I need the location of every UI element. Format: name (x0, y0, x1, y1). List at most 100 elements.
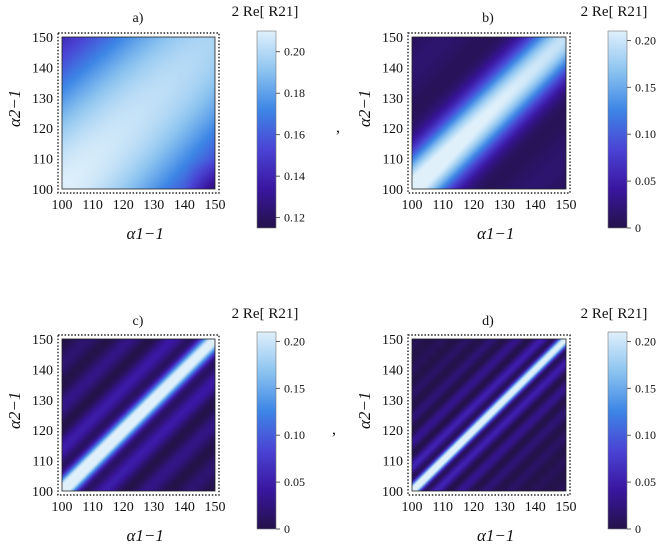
colorbar-tick-label: 0.05 (284, 475, 305, 489)
y-tick-label: 120 (32, 424, 53, 439)
plot-border (411, 36, 567, 190)
x-tick-label: 140 (525, 198, 546, 213)
colorbar-tick-label: 0.20 (635, 33, 656, 47)
panel-label: a) (133, 11, 144, 26)
y-tick-label: 140 (382, 61, 403, 76)
y-tick-label: 140 (32, 363, 53, 378)
colorbar (256, 30, 277, 229)
y-axis-label: α2−1 (5, 392, 24, 429)
separator-comma-top: , (336, 119, 340, 136)
plot-border (61, 36, 216, 190)
x-tick-label: 120 (463, 198, 484, 213)
plot-frame (57, 334, 220, 496)
colorbar-tick-label: 0.10 (284, 428, 305, 442)
x-tick-label: 140 (174, 500, 195, 515)
plot-border (61, 338, 216, 492)
x-tick-label: 140 (174, 198, 195, 213)
x-tick-label: 110 (82, 500, 102, 515)
x-axis-label: α1−1 (477, 526, 514, 545)
y-tick-label: 100 (32, 183, 53, 198)
colorbar-tick-label: 0.20 (284, 334, 305, 348)
y-tick-label: 150 (32, 333, 53, 348)
colorbar-title: 2 Re[ R21] (581, 306, 648, 322)
y-tick-label: 120 (382, 424, 403, 439)
x-tick-label: 130 (143, 500, 164, 515)
y-tick-label: 120 (382, 122, 403, 137)
heatmap-image (412, 37, 566, 189)
x-tick-label: 110 (433, 198, 453, 213)
y-axis-label: α2−1 (355, 90, 374, 127)
x-tick-label: 110 (433, 500, 453, 515)
x-tick-label: 150 (556, 198, 577, 213)
x-tick-label: 130 (143, 198, 164, 213)
colorbar-title: 2 Re[ R21] (232, 4, 299, 20)
plot-frame (57, 32, 220, 194)
x-tick-label: 150 (205, 500, 226, 515)
x-axis-label: α1−1 (127, 526, 164, 545)
x-tick-label: 100 (52, 500, 73, 515)
y-tick-label: 100 (382, 485, 403, 500)
plot-frame (407, 334, 571, 496)
colorbar-title: 2 Re[ R21] (232, 306, 299, 322)
panel-label: d) (482, 314, 494, 329)
y-tick-label: 110 (383, 455, 403, 470)
y-tick-label: 140 (32, 61, 53, 76)
y-tick-label: 110 (33, 455, 53, 470)
plot-border (411, 338, 567, 492)
colorbar (607, 30, 628, 229)
plot-frame (407, 32, 571, 194)
colorbar-tick-label: 0.15 (284, 381, 305, 395)
x-tick-label: 140 (525, 500, 546, 515)
y-tick-label: 130 (382, 394, 403, 409)
colorbar-tick-label: 0.10 (635, 428, 656, 442)
x-tick-label: 110 (82, 198, 102, 213)
x-tick-label: 120 (463, 500, 484, 515)
y-tick-label: 100 (32, 485, 53, 500)
colorbar-tick-label: 0 (635, 221, 641, 235)
colorbar-tick-label: 0 (284, 522, 290, 536)
y-axis-label: α2−1 (355, 392, 374, 429)
x-tick-label: 130 (494, 500, 515, 515)
colorbar-tick-label: 0.05 (635, 174, 656, 188)
y-tick-label: 130 (32, 92, 53, 107)
x-axis-label: α1−1 (477, 224, 514, 243)
separator-comma-bottom: , (332, 421, 336, 438)
heatmap-image (62, 339, 215, 491)
colorbar-tick-label: 0.12 (284, 211, 305, 225)
colorbar-tick-label: 0.14 (284, 169, 305, 183)
y-tick-label: 110 (383, 153, 403, 168)
colorbar-tick-label: 0.16 (284, 128, 305, 142)
colorbar-tick-label: 0 (635, 522, 641, 536)
y-tick-label: 150 (32, 31, 53, 46)
x-tick-label: 120 (113, 500, 134, 515)
heatmap-image (62, 37, 215, 189)
x-tick-label: 150 (556, 500, 577, 515)
y-tick-label: 100 (382, 183, 403, 198)
x-tick-label: 100 (402, 198, 423, 213)
x-axis-label: α1−1 (127, 224, 164, 243)
x-tick-label: 120 (113, 198, 134, 213)
panel-label: b) (482, 11, 494, 26)
colorbar-tick-label: 0.20 (284, 45, 305, 59)
y-tick-label: 150 (382, 333, 403, 348)
x-tick-label: 100 (52, 198, 73, 213)
colorbar-tick-label: 0.18 (284, 86, 305, 100)
heatmap-image (412, 339, 566, 491)
colorbar-tick-label: 0.15 (635, 80, 656, 94)
y-tick-label: 130 (382, 92, 403, 107)
colorbar-tick-label: 0.20 (635, 334, 656, 348)
colorbar-tick-label: 0.05 (635, 475, 656, 489)
x-tick-label: 130 (494, 198, 515, 213)
y-axis-label: α2−1 (5, 90, 24, 127)
colorbar-title: 2 Re[ R21] (581, 4, 648, 20)
colorbar-tick-label: 0.10 (635, 127, 656, 141)
colorbar (256, 331, 277, 530)
colorbar-tick-label: 0.15 (635, 381, 656, 395)
x-tick-label: 150 (205, 198, 226, 213)
panel-label: c) (133, 314, 144, 329)
